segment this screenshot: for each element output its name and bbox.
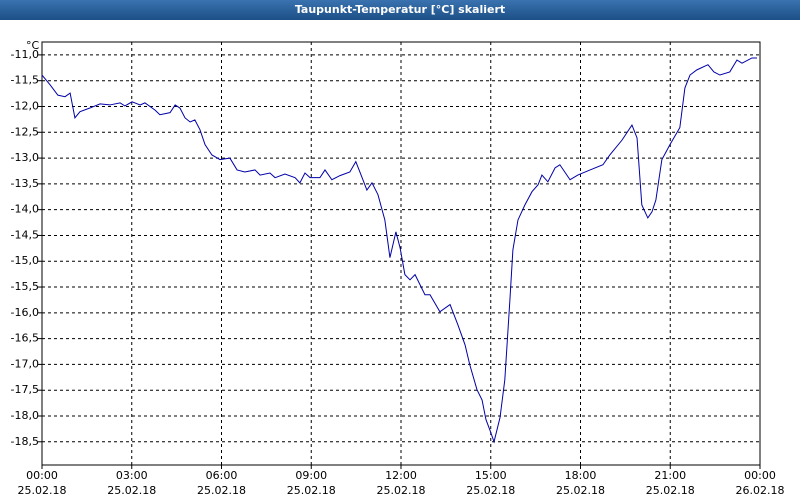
x-tick-label: 00:00 [744,469,776,482]
x-tick-label: 18:00 [565,469,597,482]
y-tick-label: -14,0 [11,203,39,216]
y-tick-label: -17,0 [11,357,39,370]
chart-title: Taupunkt-Temperatur [°C] skaliert [295,3,505,16]
x-tick-date: 25.02.18 [646,484,695,497]
title-bar [0,0,800,20]
x-tick-date: 26.02.18 [736,484,785,497]
data-line [41,57,758,444]
x-tick-label: 15:00 [475,469,507,482]
y-tick-label: -16,5 [11,332,39,345]
y-tick-label: -11,0 [11,48,39,61]
x-tick-date: 25.02.18 [287,484,336,497]
x-tick-label: 00:00 [26,469,58,482]
x-tick-date: 25.02.18 [377,484,426,497]
x-tick-date: 25.02.18 [197,484,246,497]
x-tick-label: 06:00 [206,469,238,482]
y-tick-label: -13,5 [11,177,39,190]
y-tick-label: -16,0 [11,306,39,319]
x-tick-label: 09:00 [295,469,327,482]
x-tick-date: 25.02.18 [18,484,67,497]
y-tick-label: -11,5 [11,74,39,87]
y-tick-label: -12,5 [11,125,39,138]
y-tick-label: -14,5 [11,228,39,241]
x-tick-label: 21:00 [654,469,686,482]
x-tick-label: 12:00 [385,469,417,482]
x-tick-label: 03:00 [116,469,148,482]
y-tick-label: -15,5 [11,280,39,293]
y-tick-label: -13,0 [11,151,39,164]
y-tick-label: -12,0 [11,99,39,112]
x-tick-date: 25.02.18 [556,484,605,497]
y-tick-label: -18,0 [11,409,39,422]
y-tick-label: -18,5 [11,435,39,448]
y-unit: °C [26,39,40,52]
y-tick-label: -17,5 [11,383,39,396]
y-tick-label: -15,0 [11,254,39,267]
x-tick-date: 25.02.18 [466,484,515,497]
x-tick-date: 25.02.18 [107,484,156,497]
